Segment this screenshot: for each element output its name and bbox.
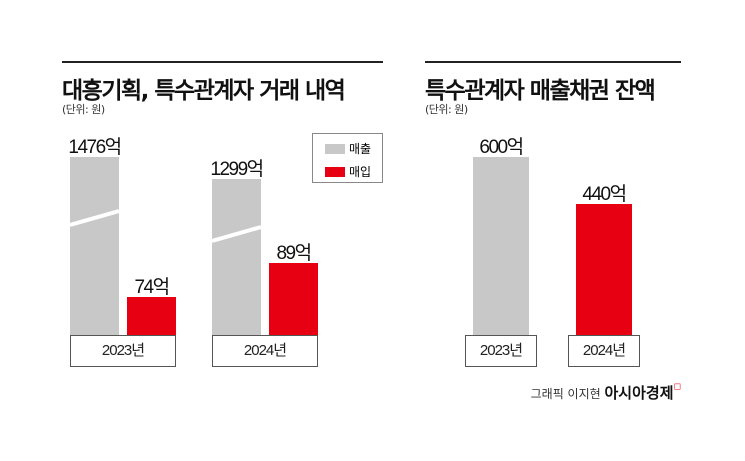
right-chart-title: 특수관계자 매출채권 잔액 (425, 78, 656, 104)
category-label: 2024년 (568, 335, 640, 367)
top-rule-left (62, 61, 383, 63)
category-label: 2023년 (70, 335, 176, 367)
value-label: 1476억 (68, 137, 122, 158)
left-unit-label: (단위: 원) (62, 103, 105, 116)
value-label: 74억 (134, 277, 170, 298)
legend-swatch-purchase (325, 166, 345, 177)
bar-2024년 (576, 204, 632, 335)
credit-text: 그래픽 이지현 (530, 387, 601, 401)
credit: 그래픽 이지현 아시아경제◻ (531, 382, 681, 403)
bar-purchase-2024년 (269, 263, 318, 335)
legend-label-purchase: 매입 (349, 165, 372, 179)
legend-item-purchase: 매입 (325, 163, 382, 180)
bar-2023년 (473, 157, 529, 335)
legend-item-sales: 매출 (325, 140, 382, 157)
legend: 매출 매입 (312, 133, 383, 183)
value-label: 1299억 (210, 159, 264, 180)
bar-sales-2023년 (70, 157, 119, 335)
category-label: 2024년 (212, 335, 318, 367)
brand-logo: 아시아경제 (604, 384, 674, 402)
value-label: 600억 (479, 137, 524, 158)
top-rule-right (425, 61, 681, 63)
legend-label-sales: 매출 (349, 142, 372, 156)
brand-mark-icon: ◻ (673, 382, 681, 392)
axis-break-mark (70, 209, 119, 228)
legend-swatch-sales (325, 143, 345, 154)
bar-purchase-2023년 (127, 297, 176, 335)
value-label: 440억 (582, 184, 627, 206)
category-label: 2023년 (465, 335, 537, 367)
axis-break-mark (212, 224, 261, 243)
left-chart-title: 대흥기획, 특수관계자 거래 내역 (62, 78, 346, 104)
bar-sales-2024년 (212, 179, 261, 335)
value-label: 89억 (276, 243, 312, 264)
right-unit-label: (단위: 원) (425, 103, 468, 116)
